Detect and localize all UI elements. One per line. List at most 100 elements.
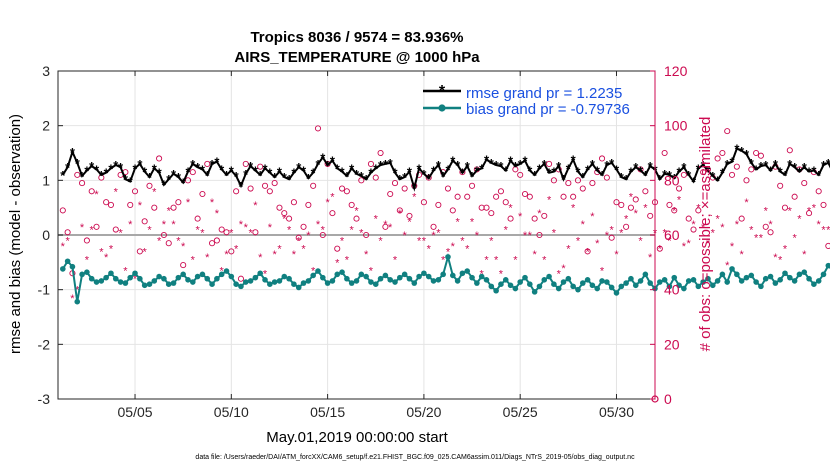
obs-possible-point [252, 229, 259, 236]
obs-assimilated-point: * [513, 255, 518, 267]
obs-assimilated-point: * [455, 216, 460, 228]
rmse-point: * [445, 162, 451, 177]
obs-possible-point [608, 234, 615, 241]
bias-point [767, 273, 774, 280]
bias-point [522, 274, 528, 281]
bias-series [60, 252, 830, 305]
obs-possible-point [199, 190, 206, 198]
rmse-point: * [161, 178, 167, 193]
obs-possible-point [425, 174, 432, 181]
obs-possible-point [391, 180, 399, 187]
obs-possible-point [546, 160, 553, 167]
bias-point [676, 282, 682, 289]
obs-assimilated-point: * [316, 219, 321, 231]
obs-assimilated-point: * [383, 219, 388, 231]
rmse-point: * [436, 158, 442, 173]
obs-possible-point [160, 231, 167, 239]
obs-assimilated-point: * [330, 192, 335, 204]
x-tick-label: 05/10 [214, 404, 249, 420]
bias-point [214, 275, 220, 282]
bias-point [546, 273, 552, 280]
obs-assimilated-point: * [301, 244, 306, 256]
rmse-point: * [128, 174, 134, 189]
bias-point [493, 287, 499, 294]
bias-point [64, 258, 71, 265]
bias-point [815, 278, 822, 284]
obs-possible-point [623, 223, 630, 230]
bias-point [531, 289, 538, 295]
obs-assimilated-point: * [152, 186, 157, 198]
obs-assimilated-point: * [682, 241, 687, 253]
obs-assimilated-point: * [118, 227, 123, 239]
bias-point [329, 278, 336, 284]
rmse-point: * [248, 159, 254, 174]
obs-assimilated-point: * [595, 238, 600, 250]
obs-assimilated-point: * [826, 225, 830, 237]
obs-assimilated-point: * [797, 214, 802, 226]
bias-point [632, 282, 639, 289]
rmse-point: * [320, 150, 326, 165]
rmse-point: * [484, 153, 490, 168]
y2-tick-label: 0 [664, 391, 672, 407]
rmse-point: * [378, 158, 384, 173]
rmse-point: * [474, 163, 480, 178]
rmse-point: * [619, 170, 625, 185]
obs-possible-point [228, 248, 235, 255]
rmse-point: * [335, 161, 341, 176]
obs-possible-point [112, 226, 119, 233]
bias-point [445, 254, 451, 260]
rmse-point: * [123, 172, 129, 187]
obs-assimilated-point: * [614, 249, 619, 261]
x-tick-label: 05/20 [406, 404, 441, 420]
obs-possible-point [189, 169, 196, 176]
obs-possible-point [748, 166, 755, 173]
obs-possible-point [170, 204, 177, 211]
obs-possible-point [733, 163, 740, 170]
rmse-point: * [768, 163, 774, 178]
obs-possible-point [83, 237, 90, 244]
rmse-point: * [720, 166, 726, 181]
obs-possible-point [314, 125, 322, 132]
obs-assimilated-point: * [662, 227, 667, 239]
obs-possible-point [387, 190, 394, 198]
rmse-point: * [455, 158, 461, 173]
obs-possible-point [286, 215, 293, 222]
rmse-point: * [571, 153, 577, 168]
rmse-point: * [609, 156, 615, 171]
obs-possible-point [728, 171, 736, 178]
bias-point [233, 281, 239, 288]
bias-point [137, 275, 143, 282]
rmse-point: * [426, 171, 432, 186]
rmse-point: * [701, 158, 707, 173]
obs-possible-point [685, 215, 692, 222]
bias-point [344, 275, 350, 282]
obs-possible-point [565, 180, 572, 187]
bias-point [811, 281, 817, 288]
obs-assimilated-point: * [292, 249, 297, 261]
obs-assimilated-point: * [605, 230, 610, 242]
obs-possible-point [767, 229, 774, 236]
bias-point [623, 280, 629, 286]
bias-point [228, 273, 235, 280]
obs-possible-point [363, 231, 370, 239]
bias-point [242, 279, 249, 285]
bias-point [724, 279, 731, 285]
obs-possible-point [517, 171, 524, 178]
obs-possible-point [401, 185, 408, 192]
rmse-point: * [460, 166, 466, 181]
bias-point [671, 274, 678, 281]
obs-assimilated-point: * [768, 219, 773, 231]
obs-possible-point [261, 182, 269, 189]
obs-assimilated-point: * [407, 216, 412, 228]
rmse-point: * [705, 163, 711, 178]
rmse-point: * [542, 157, 548, 172]
y-tick-label: 0 [42, 227, 50, 243]
obs-assimilated-point: * [176, 235, 181, 247]
bias-point [459, 270, 466, 277]
obs-assimilated-point: * [417, 235, 422, 247]
obs-possible-point [257, 163, 264, 170]
obs-possible-point [497, 188, 504, 195]
rmse-point: * [648, 159, 654, 174]
obs-possible-point [430, 223, 437, 230]
obs-possible-point [531, 215, 538, 222]
